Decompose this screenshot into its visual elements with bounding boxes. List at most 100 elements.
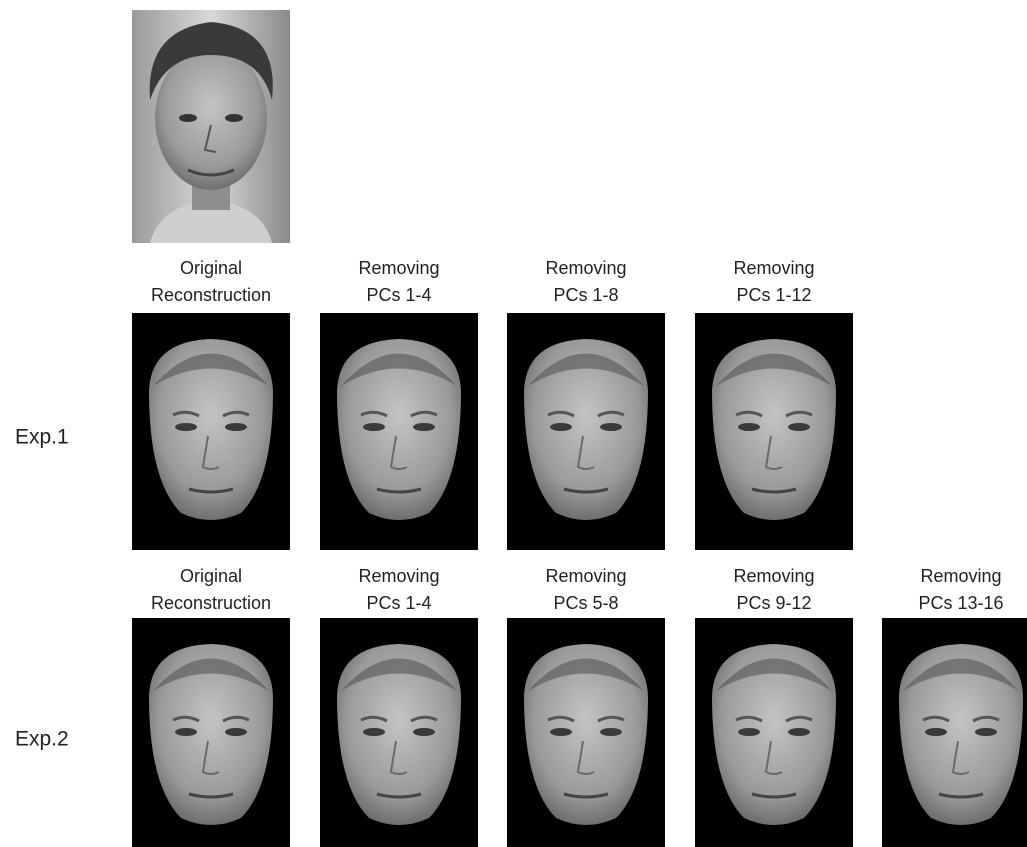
face-panel: Removing PCs 13-16 bbox=[882, 566, 1027, 847]
hairline bbox=[153, 658, 269, 691]
panel-caption: PCs 1-4 bbox=[366, 285, 431, 305]
hairline bbox=[341, 353, 457, 386]
nose bbox=[576, 740, 595, 775]
eye bbox=[738, 728, 760, 736]
panel-caption: Removing bbox=[545, 566, 626, 586]
hairline bbox=[716, 658, 832, 691]
face-shape bbox=[524, 339, 648, 520]
face bbox=[712, 339, 836, 520]
face bbox=[149, 339, 273, 520]
brow bbox=[172, 715, 250, 723]
row-label: Exp.2 bbox=[15, 728, 69, 751]
eye bbox=[550, 728, 572, 736]
eye bbox=[413, 728, 435, 736]
nose bbox=[201, 435, 220, 470]
panel-caption: PCs 1-4 bbox=[366, 593, 431, 613]
face-panel: Removing PCs 1-4 bbox=[320, 258, 478, 550]
face-shape bbox=[712, 339, 836, 520]
face-panel: Removing PCs 9-12 bbox=[695, 566, 853, 847]
nose bbox=[764, 740, 783, 775]
panel-caption: PCs 13-16 bbox=[918, 593, 1003, 613]
panel-caption: Removing bbox=[920, 566, 1001, 586]
mouth bbox=[376, 792, 422, 799]
panel-caption: Reconstruction bbox=[151, 593, 271, 613]
eye bbox=[225, 423, 247, 431]
mouth bbox=[376, 487, 422, 494]
panel-caption: Reconstruction bbox=[151, 285, 271, 305]
reference-photo bbox=[132, 10, 290, 243]
nose bbox=[389, 435, 408, 470]
panel-caption: PCs 1-12 bbox=[736, 285, 811, 305]
face-panel: Removing PCs 1-8 bbox=[507, 258, 665, 550]
face bbox=[337, 644, 461, 825]
brow bbox=[547, 410, 625, 418]
brow bbox=[922, 715, 1000, 723]
face-shape bbox=[337, 644, 461, 825]
nose bbox=[576, 435, 595, 470]
panel-caption: Removing bbox=[733, 566, 814, 586]
face-shape bbox=[524, 644, 648, 825]
panel-caption: Removing bbox=[733, 258, 814, 278]
face-shape bbox=[337, 339, 461, 520]
hairline bbox=[528, 658, 644, 691]
panel-caption: Original bbox=[180, 566, 242, 586]
eye bbox=[600, 423, 622, 431]
eye bbox=[550, 423, 572, 431]
brow bbox=[172, 410, 250, 418]
face-shape bbox=[899, 644, 1023, 825]
eye bbox=[363, 728, 385, 736]
eye bbox=[925, 728, 947, 736]
experiment-row: Exp.2 Original Reconstruction Removing PCs 1… bbox=[15, 566, 1027, 847]
panel-caption: PCs 1-8 bbox=[553, 285, 618, 305]
eye bbox=[788, 423, 810, 431]
mouth bbox=[188, 792, 234, 799]
face-panel: Original Reconstruction bbox=[132, 258, 290, 550]
row-label: Exp.1 bbox=[15, 426, 69, 449]
hairline bbox=[716, 353, 832, 386]
brow bbox=[360, 715, 438, 723]
eye bbox=[175, 423, 197, 431]
eye bbox=[738, 423, 760, 431]
panel-caption: PCs 5-8 bbox=[553, 593, 618, 613]
brow bbox=[735, 715, 813, 723]
panel-caption: Original bbox=[180, 258, 242, 278]
face-shape bbox=[712, 644, 836, 825]
face-panel: Removing PCs 5-8 bbox=[507, 566, 665, 847]
eye bbox=[225, 728, 247, 736]
hairline bbox=[528, 353, 644, 386]
panel-caption: Removing bbox=[358, 258, 439, 278]
mouth bbox=[563, 487, 609, 494]
face bbox=[899, 644, 1023, 825]
face-panel: Original Reconstruction bbox=[132, 566, 290, 847]
mouth bbox=[751, 792, 797, 799]
mouth bbox=[751, 487, 797, 494]
nose bbox=[951, 740, 970, 775]
eye bbox=[175, 728, 197, 736]
panel-caption: PCs 9-12 bbox=[736, 593, 811, 613]
brow bbox=[735, 410, 813, 418]
face bbox=[149, 644, 273, 825]
face bbox=[712, 644, 836, 825]
hairline bbox=[903, 658, 1019, 691]
experiment-row: Exp.1 Original Reconstruction Removing PCs 1… bbox=[15, 258, 853, 550]
eye bbox=[788, 728, 810, 736]
eye bbox=[600, 728, 622, 736]
hairline bbox=[341, 658, 457, 691]
nose bbox=[201, 740, 220, 775]
panel-caption: Removing bbox=[545, 258, 626, 278]
eye bbox=[363, 423, 385, 431]
face bbox=[524, 339, 648, 520]
face-shape bbox=[149, 644, 273, 825]
brow bbox=[360, 410, 438, 418]
mouth bbox=[563, 792, 609, 799]
hairline bbox=[153, 353, 269, 386]
nose bbox=[389, 740, 408, 775]
eye bbox=[975, 728, 997, 736]
face-panel: Removing PCs 1-12 bbox=[695, 258, 853, 550]
face-shape bbox=[149, 339, 273, 520]
panel-caption: Removing bbox=[358, 566, 439, 586]
face-panel: Removing PCs 1-4 bbox=[320, 566, 478, 847]
nose bbox=[764, 435, 783, 470]
